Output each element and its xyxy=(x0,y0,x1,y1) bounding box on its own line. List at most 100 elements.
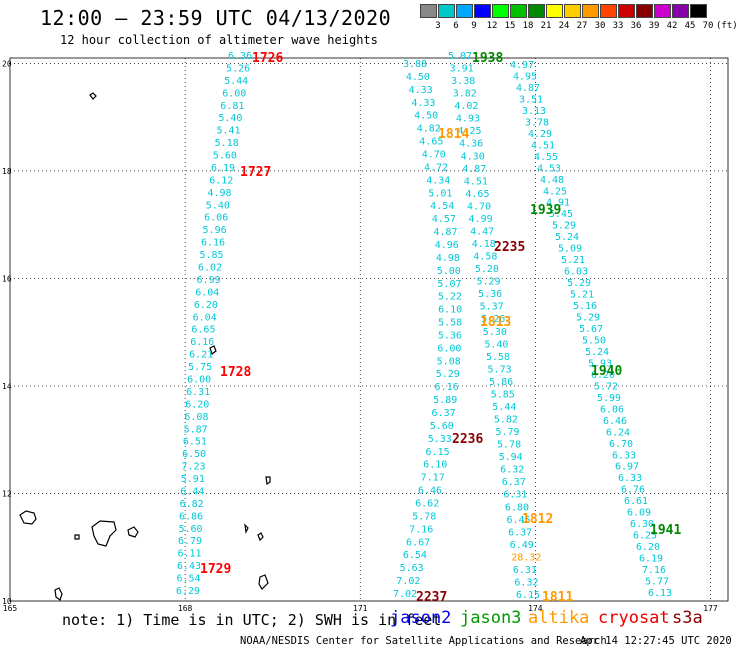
satellite-name-cryosat: cryosat xyxy=(598,608,670,628)
wave-height-value: 5.91 xyxy=(181,474,205,485)
wave-height-value: 6.43 xyxy=(177,561,201,572)
island-outline xyxy=(74,534,80,540)
wave-height-value: 4.98 xyxy=(207,188,231,199)
wave-height-value: 7.02 xyxy=(396,576,420,587)
x-tick-label: 168 xyxy=(178,604,193,613)
wave-height-value: 4.65 xyxy=(419,137,443,148)
wave-height-value: 5.58 xyxy=(438,318,462,329)
satellite-tracks: 6.365.265.446.006.815.405.415.185.606.19… xyxy=(176,51,672,601)
wave-height-value: 4.98 xyxy=(436,253,460,264)
pass-time-label: 2237 xyxy=(416,590,447,605)
island-outline xyxy=(257,532,264,542)
wave-height-value: 5.07 xyxy=(437,279,461,290)
wave-height-value: 6.16 xyxy=(190,337,214,348)
wave-height-value: 5.26 xyxy=(226,63,250,74)
wave-height-value: 5.58 xyxy=(486,352,510,363)
wave-height-value: 6.46 xyxy=(418,486,442,497)
x-tick-label: 171 xyxy=(353,604,368,613)
wave-height-value: 5.86 xyxy=(489,377,513,388)
wave-height-value: 6.76 xyxy=(621,485,645,496)
wave-height-value: 5.21 xyxy=(570,290,594,301)
satellite-name-s3a: s3a xyxy=(672,608,703,628)
wave-height-value: 4.33 xyxy=(411,98,435,109)
wave-height-value: 5.29 xyxy=(552,221,576,232)
wave-height-value: 5.07 xyxy=(448,51,472,62)
legend-label: 33 xyxy=(612,21,624,31)
wave-height-value: 4.72 xyxy=(424,162,448,173)
wave-height-value: 6.10 xyxy=(438,305,462,316)
pass-time-label: 1941 xyxy=(650,523,681,538)
wave-height-value: 4.87 xyxy=(433,227,457,238)
wave-height-value: 5.82 xyxy=(494,415,518,426)
pass-time-label: 1727 xyxy=(240,165,271,180)
legend-label: 27 xyxy=(576,21,588,31)
wave-height-value: 5.40 xyxy=(206,200,230,211)
legend-label: 42 xyxy=(666,21,678,31)
wave-height-value: 5.09 xyxy=(558,244,582,255)
legend-swatch xyxy=(600,4,617,18)
wave-height-value: 6.25 xyxy=(633,531,657,542)
footer-timestamp: Apr 14 12:27:45 UTC 2020 xyxy=(580,635,732,647)
wave-height-value: 5.18 xyxy=(215,138,239,149)
wave-height-value: 6.54 xyxy=(403,550,427,561)
island-outline xyxy=(89,92,97,100)
island-outline xyxy=(91,520,117,547)
wave-height-value: 4.29 xyxy=(528,129,552,140)
legend-label: 30 xyxy=(594,21,606,31)
wave-height-value: 4.33 xyxy=(409,85,433,96)
wave-height-value: 7.23 xyxy=(181,462,205,473)
wave-height-value: 4.47 xyxy=(470,226,494,237)
wave-height-value: 5.41 xyxy=(216,126,240,137)
wave-height-value: 5.01 xyxy=(428,188,452,199)
pass-time-label: 1729 xyxy=(200,562,231,577)
color-scale-legend: 3 6 9 12 15 18 21 24 27 30 33 36 39 42 45 70 (ft) xyxy=(420,4,738,34)
wave-height-value: 4.50 xyxy=(414,111,438,122)
wave-height-value: 5.16 xyxy=(573,301,597,312)
wave-height-value: 6.31 xyxy=(186,387,210,398)
wave-height-value: 5.93 xyxy=(588,358,612,369)
footer-credit: NOAA/NESDIS Center for Satellite Applica… xyxy=(240,635,607,647)
wave-height-value: 3.82 xyxy=(453,89,477,100)
wave-height-value: 5.73 xyxy=(488,364,512,375)
wave-height-value: 5.21 xyxy=(561,255,585,266)
wave-height-value: 5.00 xyxy=(437,266,461,277)
wave-height-value: 6.30 xyxy=(630,519,654,530)
wave-height-value: 4.96 xyxy=(435,240,459,251)
legend-swatch xyxy=(510,4,527,18)
wave-height-value: 3.51 xyxy=(519,94,543,105)
wave-height-value: 5.36 xyxy=(478,289,502,300)
wave-height-value: 4.25 xyxy=(543,186,567,197)
wave-height-value: 6.50 xyxy=(182,449,206,460)
wave-height-value: 6.04 xyxy=(195,287,219,298)
legend-label: 36 xyxy=(630,21,642,31)
legend-swatch xyxy=(456,4,473,18)
wave-height-value: 4.70 xyxy=(467,201,491,212)
x-tick-label: 165 xyxy=(3,604,18,613)
wave-height-value: 4.51 xyxy=(464,176,488,187)
wave-height-value: 6.49 xyxy=(510,540,534,551)
wave-height-value: 4.54 xyxy=(430,201,454,212)
wave-height-value: 6.15 xyxy=(426,447,450,458)
legend-label: 15 xyxy=(504,21,516,31)
legend-label: 45 xyxy=(684,21,696,31)
wave-height-value: 6.16 xyxy=(201,238,225,249)
wave-height-value: 5.78 xyxy=(412,511,436,522)
wave-height-value: 6.79 xyxy=(178,536,202,547)
wave-height-value: 4.58 xyxy=(473,252,497,263)
legend-swatch xyxy=(618,4,635,18)
track-jason2: 6.365.265.446.006.815.405.415.185.606.19… xyxy=(176,51,252,597)
wave-height-value: 6.00 xyxy=(437,343,461,354)
pass-labels: 1726 1727 1728 1729 1938 1939 1940 1941 1814 1813… xyxy=(200,51,681,605)
wave-height-value: 5.40 xyxy=(218,113,242,124)
wave-height-value: 5.99 xyxy=(597,393,621,404)
wave-height-value: 6.61 xyxy=(624,496,648,507)
wave-height-value: 5.24 xyxy=(585,347,609,358)
wave-height-value: 6.06 xyxy=(600,404,624,415)
wave-height-value: 4.99 xyxy=(469,214,493,225)
track-cryosat: 4.974.954.873.513.133.784.294.514.554.53… xyxy=(510,60,672,599)
wave-height-value: 5.26 xyxy=(481,314,505,325)
wave-height-value: 5.85 xyxy=(199,250,223,261)
legend-swatch xyxy=(672,4,689,18)
wave-height-value: 5.96 xyxy=(203,225,227,236)
wave-height-value: 6.51 xyxy=(183,437,207,448)
